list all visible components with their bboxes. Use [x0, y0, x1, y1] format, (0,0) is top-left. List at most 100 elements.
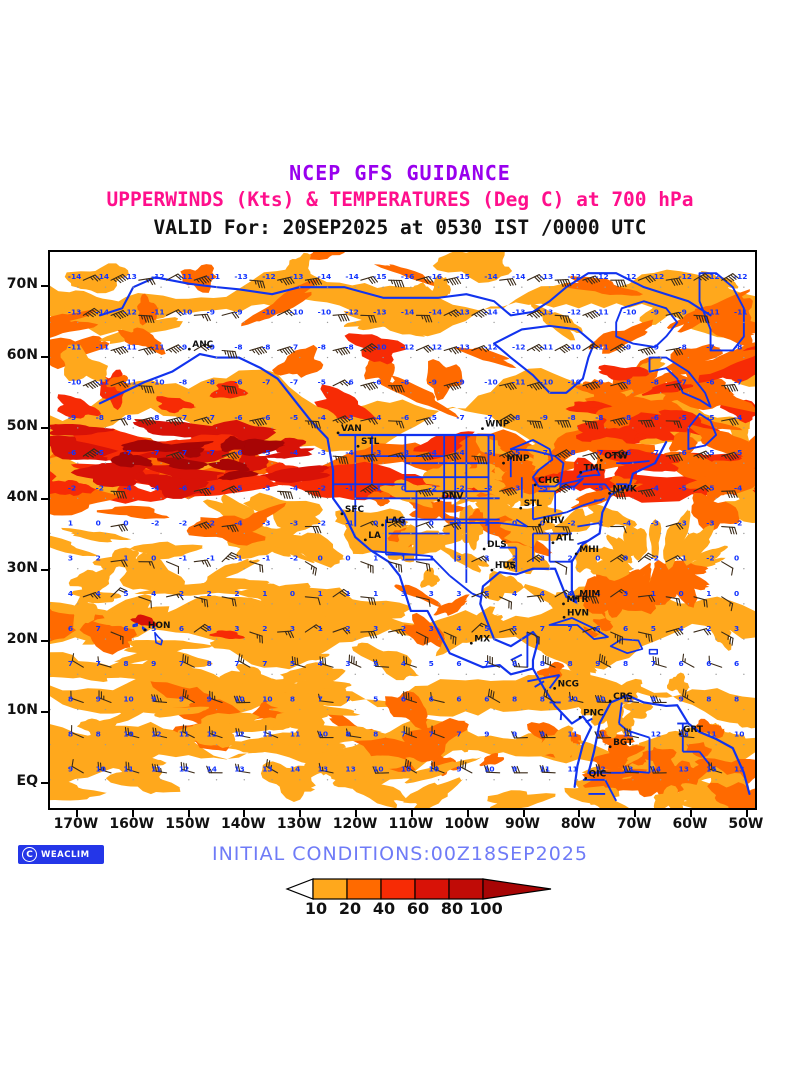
grid-dot: [354, 321, 356, 324]
temperature-label: -9: [429, 378, 437, 387]
barb-half: [117, 382, 122, 387]
barb-full: [509, 278, 514, 286]
grid-dot: [160, 532, 162, 535]
temperature-label: 13: [623, 765, 633, 774]
boundary-segment: [471, 592, 483, 599]
wind-speed-contour: [217, 470, 259, 481]
temperature-label: -8: [207, 378, 215, 387]
barb-full: [645, 489, 651, 497]
barb-full: [148, 385, 152, 394]
grid-dot: [77, 532, 79, 535]
grid-dot: [604, 321, 606, 324]
barb-full: [229, 350, 233, 359]
barb-full: [564, 420, 569, 428]
temperature-label: -4: [456, 448, 464, 457]
boundary-segment: [604, 779, 618, 802]
barb-full: [563, 345, 571, 351]
grid-dot: [437, 779, 440, 781]
barb-full: [373, 453, 378, 462]
barb-full: [484, 456, 488, 465]
grid-dot: [548, 603, 551, 605]
barb-full: [537, 595, 542, 603]
wind-speed-contour: [140, 706, 209, 718]
grid-dot: [604, 743, 606, 746]
grid-dot: [104, 321, 107, 324]
lat-tick-mark: [41, 427, 48, 430]
temperature-label: -4: [623, 518, 631, 527]
boundary-segment: [510, 653, 523, 662]
barb-full: [120, 524, 126, 532]
grid-dot: [521, 462, 523, 464]
map-container[interactable]: 9 10 11 11 12 14 13 13 14 13 13 10 10 10 9 10 9 11 11 12 13 1…: [7, 250, 763, 832]
grid-dot: [104, 392, 107, 394]
wind-speed-contour: [55, 747, 167, 770]
city-label: NWK: [613, 484, 638, 494]
lat-tick-mark: [41, 710, 48, 713]
barb-half: [279, 490, 282, 496]
barb-full: [231, 386, 235, 394]
barb-half: [320, 733, 324, 739]
barb-shaft: [70, 697, 84, 704]
temperature-label: 9: [456, 765, 461, 774]
barb-full: [455, 346, 462, 353]
grid-dot: [632, 779, 634, 781]
barb-full: [422, 346, 429, 353]
weaclim-label: WEACLIM: [41, 849, 90, 860]
temperature-label: -3: [401, 448, 409, 457]
temperature-label: -10: [373, 343, 386, 352]
barb-full: [268, 760, 271, 769]
barb-full: [369, 485, 376, 491]
barb-full: [476, 455, 480, 464]
wind-speed-contour: [708, 616, 732, 651]
wind-speed-contour: [641, 380, 694, 396]
grid-dot: [743, 356, 745, 359]
grid-dot: [326, 392, 329, 394]
barb-full: [153, 694, 157, 703]
weaclim-logo[interactable]: C WEACLIM: [18, 845, 104, 864]
temperature-label: 3: [401, 589, 406, 598]
grid-dot: [354, 603, 356, 605]
city-label: WNP: [485, 420, 509, 430]
barb-shaft: [98, 663, 112, 668]
grid-dot: [382, 638, 384, 640]
barb-full: [117, 276, 124, 283]
barb-full: [318, 762, 322, 771]
temperature-label: -11: [151, 307, 164, 316]
kauai: [132, 622, 138, 628]
barb-full: [673, 629, 679, 636]
barb-full: [622, 491, 626, 500]
map-canvas: 9 10 11 11 12 14 13 13 14 13 13 10 10 10 9 10 9 11 11 12 13 1…: [50, 252, 755, 808]
temperature-label: 1: [345, 589, 350, 598]
temperature-label: 3: [456, 589, 461, 598]
wind-speed-contour: [669, 760, 708, 793]
barb-full: [594, 626, 601, 634]
temperature-label: 3: [456, 554, 461, 563]
city-label: STL: [524, 499, 543, 509]
grid-dot: [299, 427, 301, 429]
barb-full: [423, 314, 428, 323]
barb-full: [176, 417, 182, 425]
barb-full: [284, 491, 288, 499]
wind-speed-contour: [50, 619, 73, 642]
barb-full: [156, 694, 160, 703]
lat-tick-mark: [41, 781, 48, 784]
barb-full: [509, 382, 515, 390]
grid-dot: [743, 497, 745, 500]
barb-half: [674, 556, 679, 560]
barb-full: [398, 453, 404, 460]
barb-full: [561, 451, 568, 458]
temperature-label: 0: [429, 518, 434, 527]
boundary-segment: [499, 522, 528, 528]
barb-full: [589, 382, 596, 390]
lat-tick-label: 50N: [6, 418, 38, 435]
wind-speed-contour: [50, 601, 117, 616]
barb-full: [148, 278, 154, 286]
lon-tick-mark: [522, 810, 525, 817]
temperature-label: 13: [679, 730, 689, 739]
grid-dot: [521, 638, 523, 640]
grid-dot: [50, 708, 51, 711]
grid-dot: [548, 321, 551, 324]
grid-dot: [354, 638, 356, 640]
grid-dot: [215, 743, 218, 746]
barb-full: [289, 276, 295, 284]
